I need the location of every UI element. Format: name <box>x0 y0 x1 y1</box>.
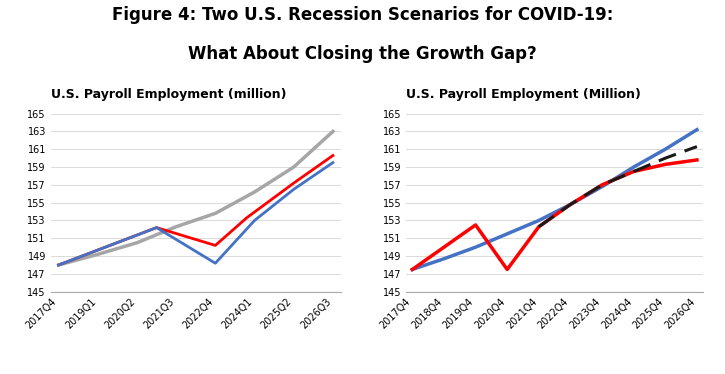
Text: U.S. Payroll Employment (million): U.S. Payroll Employment (million) <box>51 88 286 101</box>
Text: Figure 4: Two U.S. Recession Scenarios for COVID-19:: Figure 4: Two U.S. Recession Scenarios f… <box>112 6 613 24</box>
Text: What About Closing the Growth Gap?: What About Closing the Growth Gap? <box>188 45 537 63</box>
Text: U.S. Payroll Employment (Million): U.S. Payroll Employment (Million) <box>406 88 641 101</box>
